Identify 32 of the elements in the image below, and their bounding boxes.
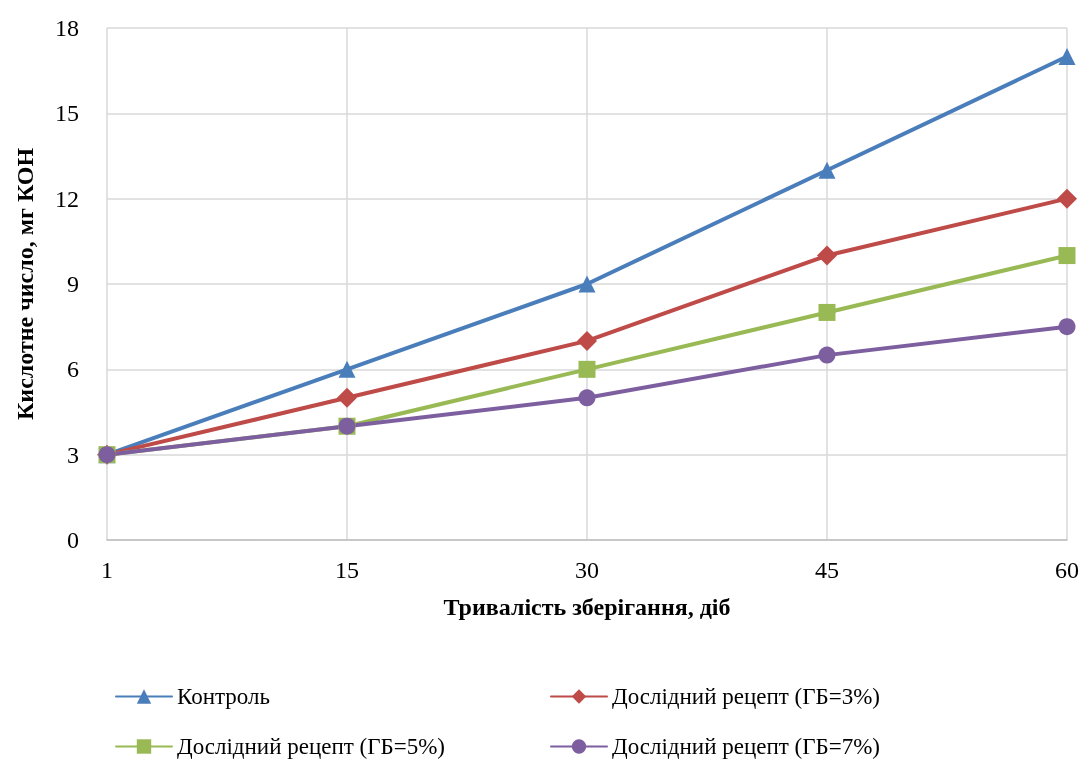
point bbox=[578, 275, 596, 293]
y-tick-label: 6 bbox=[67, 356, 79, 383]
y-tick-label: 0 bbox=[67, 527, 79, 553]
x-tick-label: 45 bbox=[815, 557, 839, 583]
legend-label: Дослідний рецепт (ГБ=5%) bbox=[177, 734, 446, 759]
point bbox=[1058, 47, 1076, 65]
legend-label: Дослідний рецепт (ГБ=7%) bbox=[612, 734, 881, 759]
y-tick-label: 12 bbox=[55, 185, 79, 212]
x-axis-title: Тривалість зберігання, діб bbox=[443, 594, 731, 620]
point bbox=[817, 245, 837, 266]
y-tick-label: 3 bbox=[67, 441, 79, 468]
point bbox=[1058, 318, 1076, 336]
x-tick-label: 60 bbox=[1055, 557, 1079, 583]
y-tick-label: 9 bbox=[67, 271, 79, 297]
x-tick-label: 30 bbox=[575, 557, 599, 583]
point bbox=[337, 387, 357, 408]
point bbox=[1058, 247, 1076, 265]
point bbox=[818, 346, 836, 364]
point bbox=[818, 161, 836, 179]
x-tick-label: 15 bbox=[335, 557, 359, 583]
point bbox=[338, 360, 356, 378]
point bbox=[577, 330, 597, 351]
legend-label: Контроль bbox=[177, 684, 270, 709]
point bbox=[1057, 188, 1077, 209]
x-tick-label: 1 bbox=[101, 557, 113, 583]
point bbox=[578, 389, 596, 407]
y-tick-label: 15 bbox=[55, 100, 79, 127]
y-tick-label: 18 bbox=[55, 15, 79, 41]
point bbox=[578, 360, 596, 378]
y-axis-title: Кислотне число, мг КОН bbox=[12, 147, 38, 421]
legend-label: Дослідний рецепт (ГБ=3%) bbox=[612, 684, 881, 709]
point bbox=[818, 303, 836, 321]
